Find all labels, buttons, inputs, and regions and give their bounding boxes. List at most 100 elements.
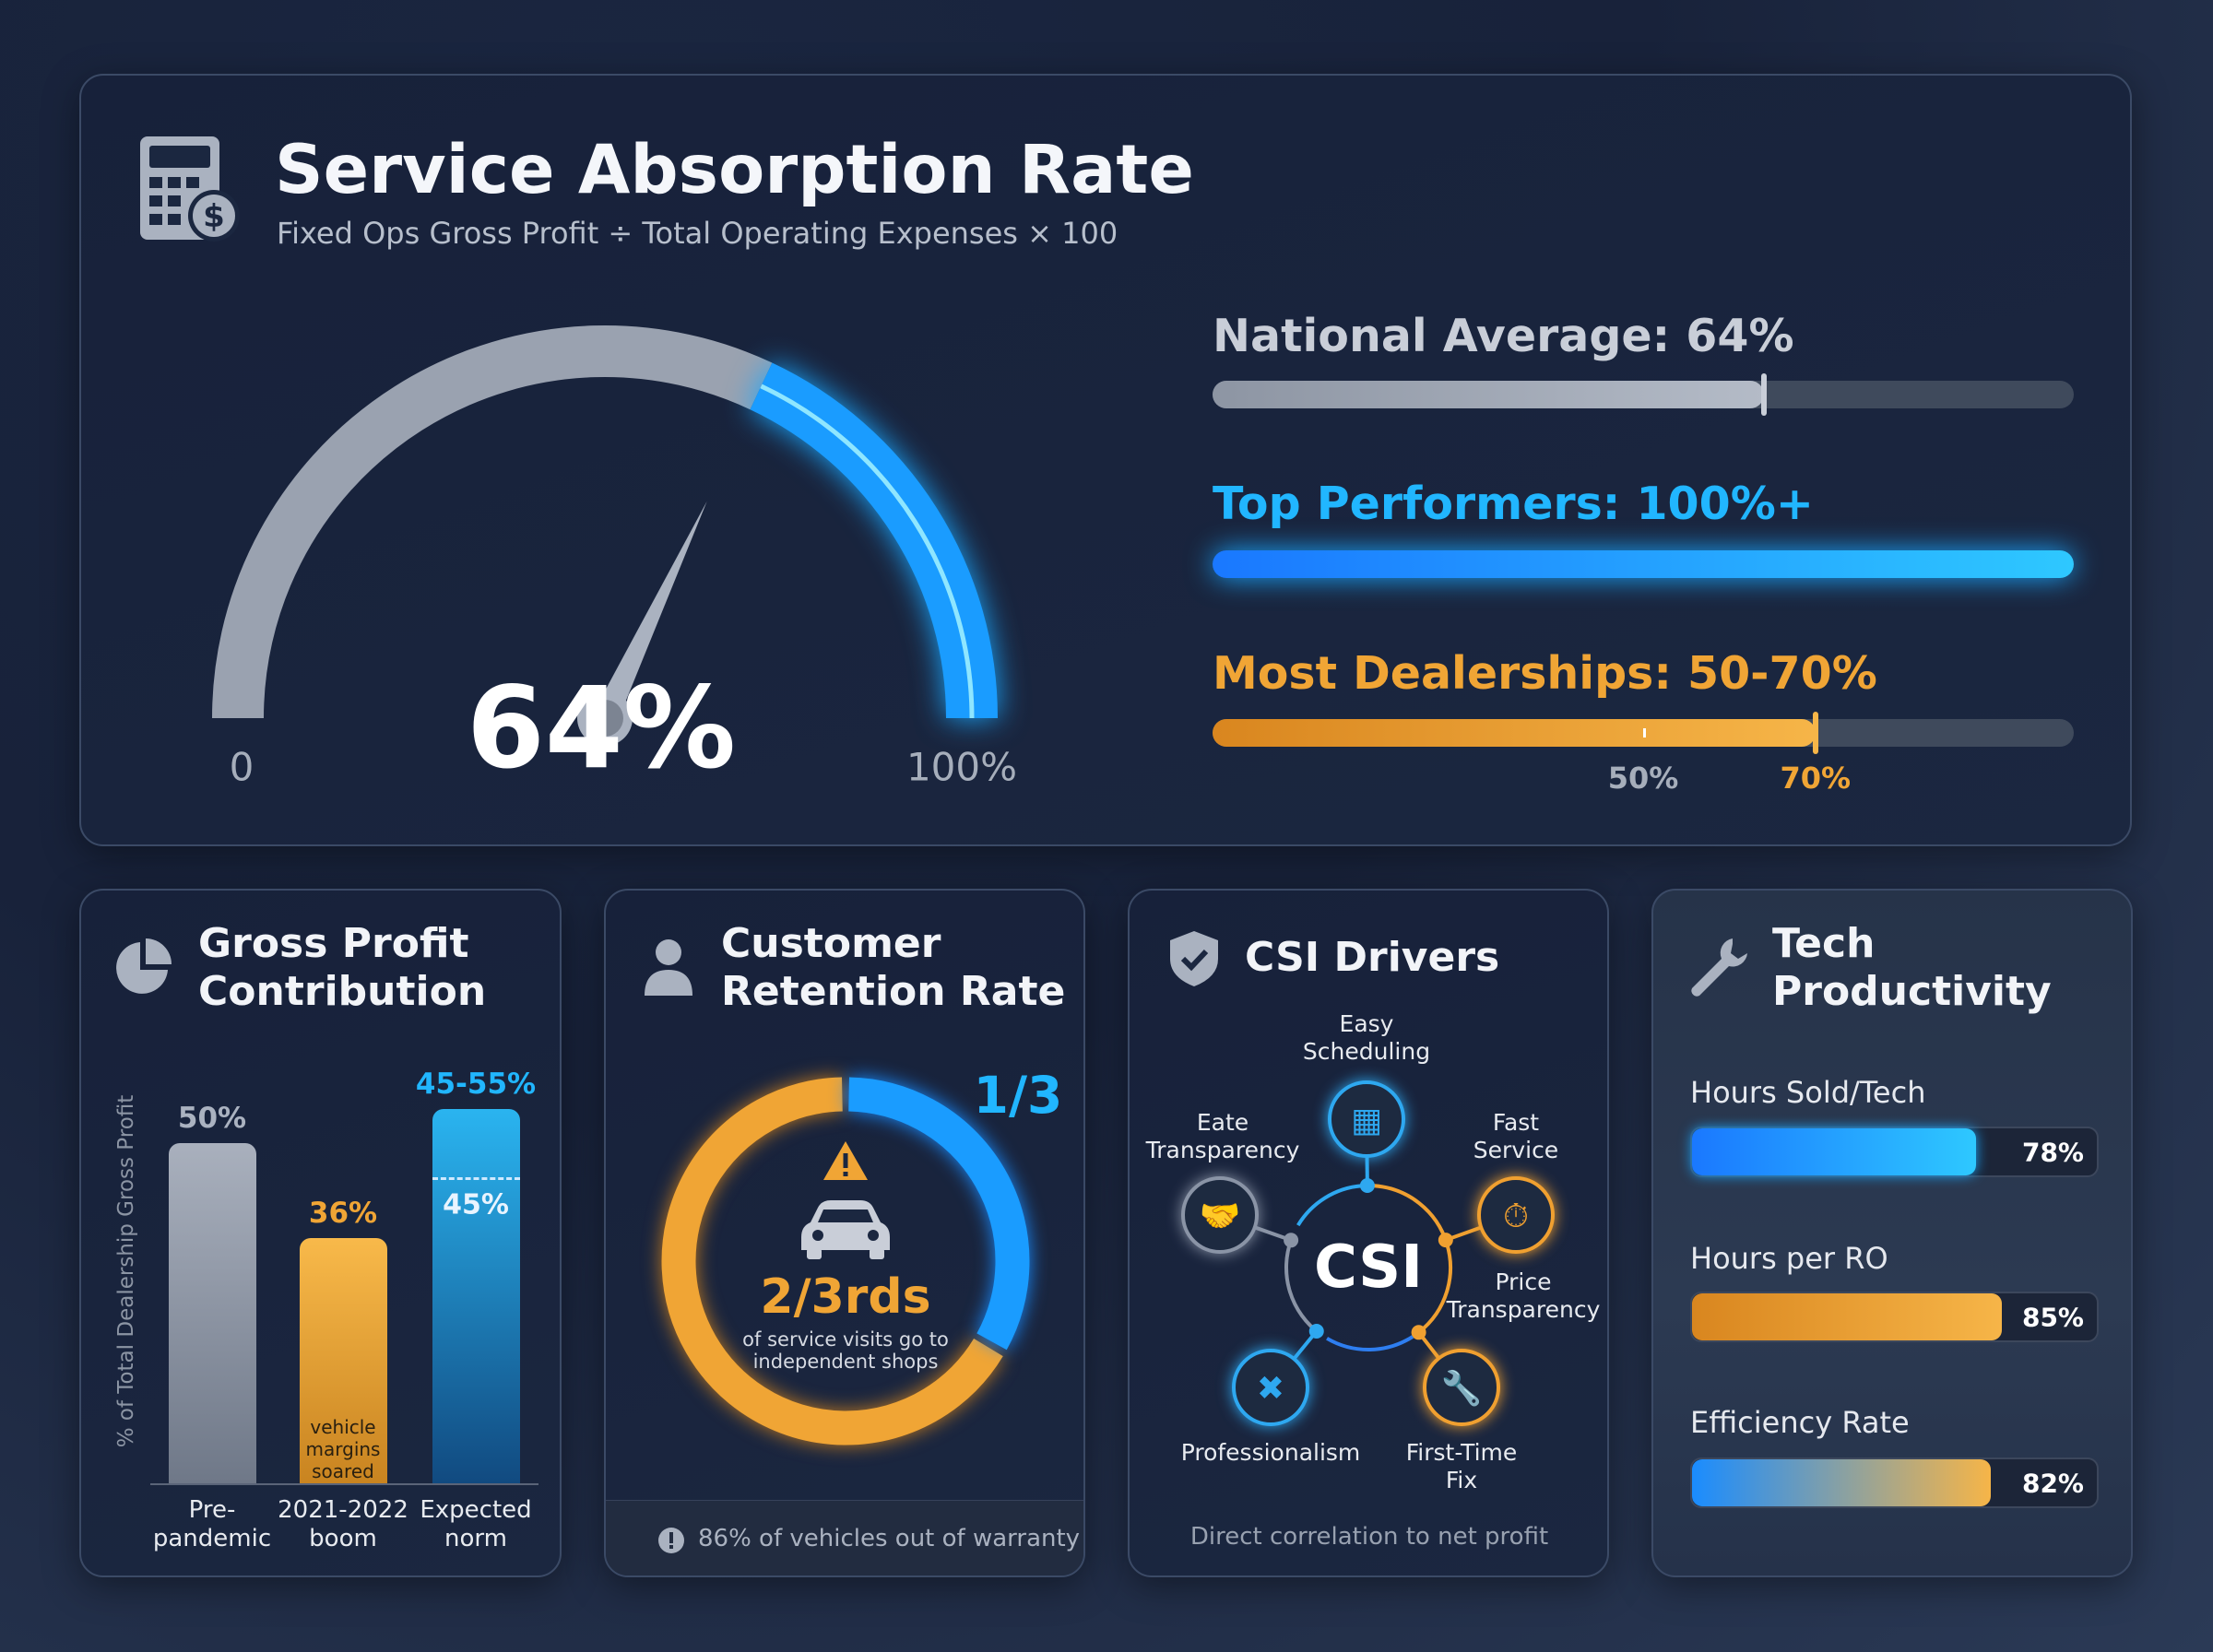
card-title: Gross Profit Contribution — [198, 920, 486, 1016]
label-line: Price — [1495, 1268, 1552, 1295]
wrench-icon — [1691, 938, 1747, 997]
driver-label-eate-transparency: Eate Transparency — [1146, 1109, 1300, 1164]
category-label-line: Expected — [420, 1496, 532, 1524]
retention-card: Customer Retention Rate 1/3 2/3rds of ser… — [604, 889, 1085, 1577]
tick-label-70: 70% — [1780, 761, 1852, 796]
calendar-icon: ▦ — [1351, 1102, 1382, 1139]
driver-node — [1232, 1349, 1309, 1426]
category-label: Expected norm — [420, 1496, 531, 1553]
top-performers-label: Top Performers: 100%+ — [1213, 478, 1814, 530]
gauge-value: 64% — [466, 663, 737, 794]
connector-dot — [1284, 1233, 1299, 1248]
driver-node — [1181, 1176, 1259, 1254]
gauge-needle — [593, 501, 707, 724]
bar — [432, 1109, 520, 1483]
title-line: Productivity — [1772, 968, 2052, 1015]
bar-value-label: 50% — [177, 1101, 247, 1135]
tick-50 — [1643, 728, 1646, 738]
metric-label-hours-sold: Hours Sold/Tech — [1690, 1075, 1926, 1110]
bar-value-label: 45-55% — [415, 1068, 537, 1101]
driver-label-professionalism: Professionalism — [1180, 1439, 1361, 1466]
category-label-line: Pre- — [188, 1496, 236, 1524]
absorption-gauge — [212, 325, 998, 746]
retention-donut — [661, 1077, 1030, 1446]
shield-check-icon — [1170, 931, 1218, 986]
driver-label-first-time-fix: First-Time Fix — [1406, 1439, 1518, 1494]
most-dealerships-bar — [1213, 712, 2074, 754]
driver-label-price-transparency: Price Transparency — [1447, 1268, 1601, 1324]
driver-label-easy-scheduling: Easy Scheduling — [1303, 1010, 1430, 1066]
metric-bar-efficiency-rate: 82% — [1690, 1457, 2099, 1508]
ring-segment — [1296, 1184, 1363, 1227]
gauge-range-arc — [750, 362, 998, 719]
title-line: Gross Profit — [198, 920, 469, 967]
top-performers-fill — [1213, 550, 2074, 578]
footer-text: 86% of vehicles out of warranty — [698, 1525, 1081, 1552]
ring-segment — [1284, 1238, 1321, 1336]
label-line: Eate — [1196, 1109, 1249, 1136]
range-low-label: 45% — [443, 1188, 509, 1221]
gauge-min-label: 0 — [229, 744, 254, 790]
driver-node — [1423, 1349, 1500, 1426]
tick-label-50: 50% — [1607, 761, 1679, 796]
x-axis-line — [150, 1483, 538, 1485]
title-line: Customer — [721, 920, 941, 967]
title-line: Tech — [1772, 920, 1876, 967]
label-line: Scheduling — [1302, 1038, 1431, 1065]
national-average-marker — [1760, 373, 1767, 416]
csi-center-label: CSI — [1313, 1233, 1424, 1302]
retention-footer: 86% of vehicles out of warranty — [606, 1500, 1083, 1575]
fraction-label: 1/3 — [973, 1066, 1063, 1125]
label-line: Fix — [1445, 1467, 1478, 1493]
most-dealerships-label: Most Dealerships: 50-70% — [1213, 647, 1877, 700]
car-icon — [801, 1200, 890, 1259]
category-label: Pre-pandemic — [153, 1496, 271, 1553]
national-average-label: National Average: 64% — [1213, 310, 1794, 362]
retention-desc-1: of service visits go to — [742, 1328, 949, 1351]
tools-icon: ✖ — [1257, 1370, 1284, 1408]
metric-label-efficiency-rate: Efficiency Rate — [1690, 1405, 1910, 1440]
metric-fill — [1692, 1128, 1977, 1175]
bar-annotation: vehicle margins soared — [306, 1416, 381, 1482]
gauge-hub-inner — [586, 700, 623, 737]
svg-text:$: $ — [203, 198, 225, 235]
category-label: 2021-2022 boom — [278, 1496, 408, 1553]
label-line: First-Time — [1405, 1439, 1518, 1466]
person-icon — [645, 939, 692, 996]
category-label-line: boom — [309, 1525, 377, 1552]
most-dealerships-fill — [1213, 719, 1816, 747]
metric-value: 82% — [2021, 1468, 2084, 1498]
bar-chart: 50% Pre-pandemic 36% 2021-2022 boom 45-55% Exp… — [81, 891, 563, 1579]
driver-label-fast-service: Fast Service — [1473, 1109, 1558, 1164]
connector-dot — [1308, 1323, 1324, 1339]
label-line: Fast — [1492, 1109, 1540, 1136]
metric-fill — [1692, 1293, 2002, 1340]
metric-bar-hours-per-ro: 85% — [1690, 1292, 2099, 1342]
donut-fraction-arc — [848, 1077, 1030, 1351]
label-line: Transparency — [1446, 1296, 1601, 1323]
driver-node — [1328, 1080, 1405, 1158]
bar-value-label: 36% — [308, 1197, 378, 1231]
formula-subtitle: Fixed Ops Gross Profit ÷ Total Operating… — [277, 216, 1118, 251]
national-average-bar — [1213, 373, 2074, 416]
label-line: Easy — [1339, 1010, 1394, 1037]
bar — [300, 1238, 387, 1483]
range-dashed-line — [432, 1176, 520, 1180]
ring-segment — [1326, 1335, 1414, 1351]
csi-card: CSI Drivers ▦ 🤝 ⏱ ✖ 🔧 CSI Easy Scheduling Eat… — [1128, 889, 1609, 1577]
title-line: Retention Rate — [721, 968, 1066, 1015]
two-thirds-label: 2/3rds — [760, 1269, 931, 1325]
info-alert-icon — [658, 1528, 684, 1553]
csi-footer: Direct correlation to net profit — [1189, 1523, 1549, 1551]
retention-desc-2: independent shops — [752, 1351, 939, 1373]
gauge-max-label: 100% — [905, 744, 1018, 790]
metric-label-hours-per-ro: Hours per RO — [1690, 1241, 1888, 1276]
calculator-dollar-icon: $ — [140, 136, 240, 242]
warning-icon — [823, 1141, 868, 1180]
category-label-line: norm — [444, 1525, 507, 1552]
label-line: Transparency — [1145, 1137, 1300, 1163]
metric-bar-hours-sold: 78% — [1690, 1127, 2099, 1177]
metric-value: 85% — [2021, 1302, 2084, 1332]
gauge-highlight — [760, 384, 975, 719]
card-title: CSI Drivers — [1245, 934, 1500, 981]
